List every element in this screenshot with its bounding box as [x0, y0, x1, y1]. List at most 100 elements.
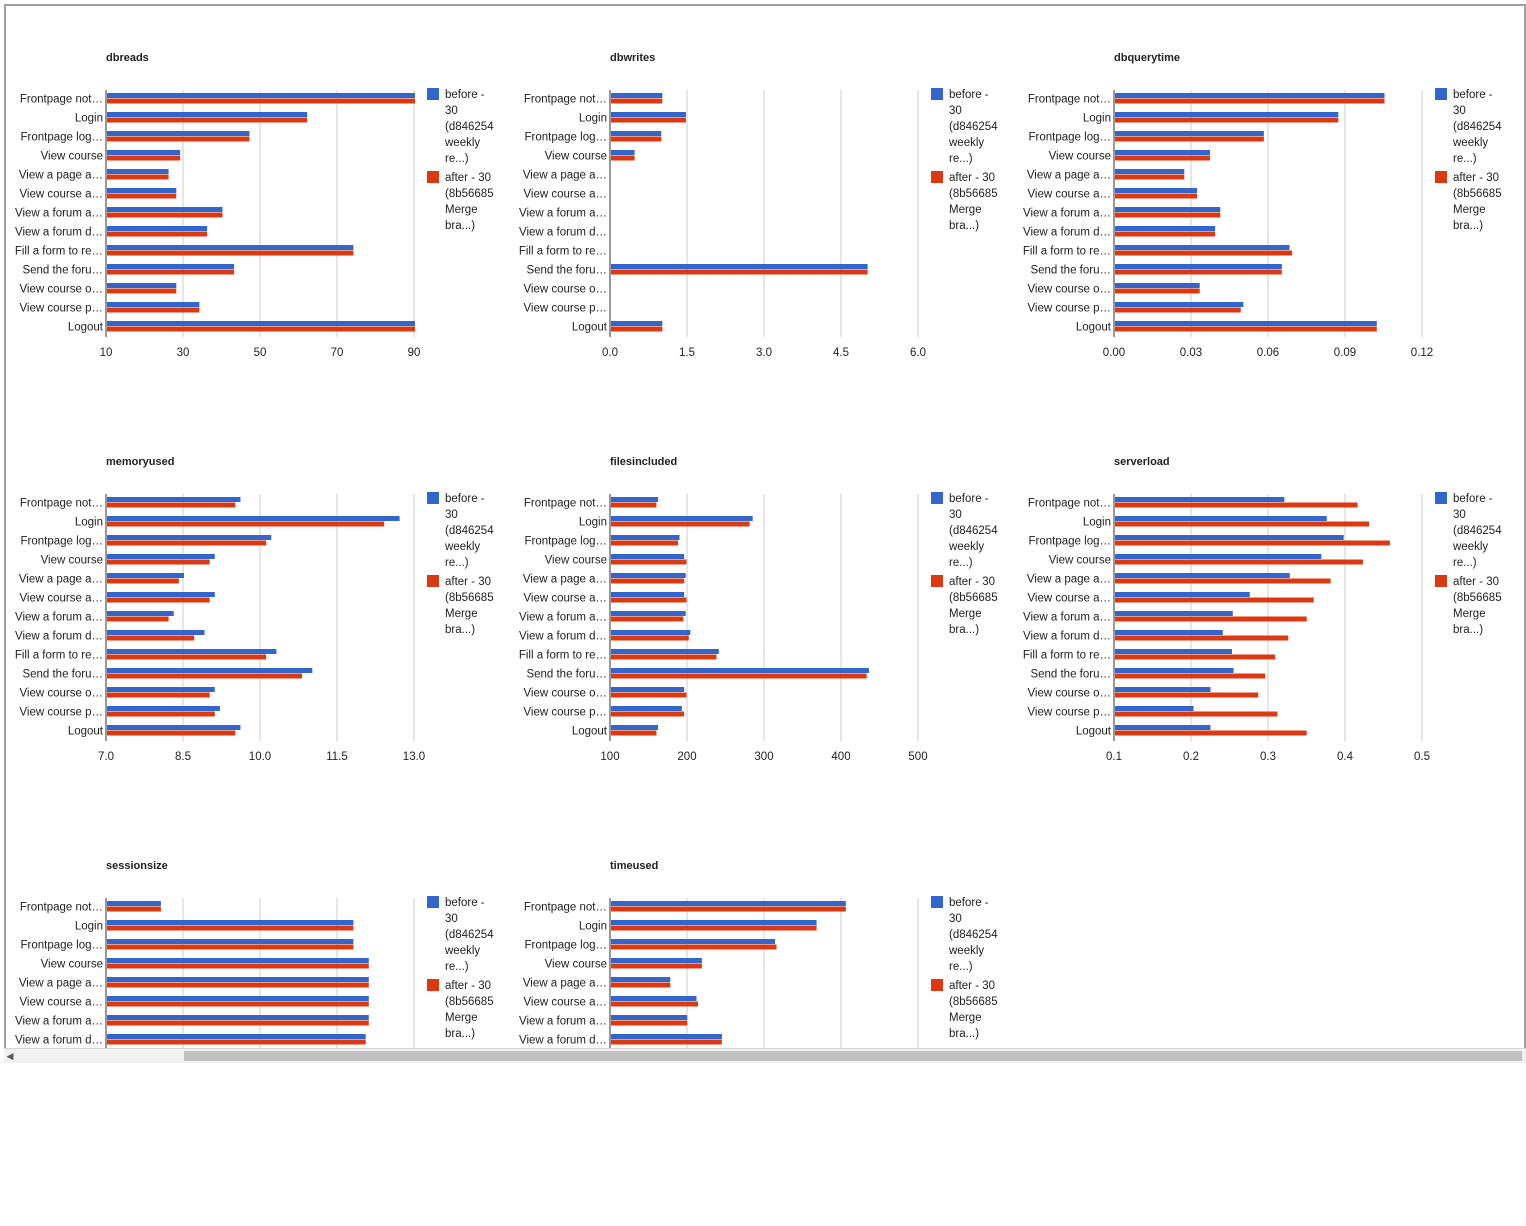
category-label: View course a… — [523, 189, 607, 201]
tick-label: 6.0 — [910, 347, 926, 359]
bar-before — [611, 93, 663, 98]
legend-label-before: re...) — [445, 961, 469, 973]
category-label: Fill a form to re… — [15, 650, 103, 662]
bar-before — [1115, 687, 1211, 692]
tick-label: 0.06 — [1257, 347, 1279, 359]
bar-before — [107, 245, 354, 250]
legend-swatch-before — [427, 88, 439, 100]
bar-after — [611, 925, 817, 931]
legend-swatch-before — [1435, 88, 1447, 100]
bar-after — [107, 326, 415, 332]
category-label: View course p… — [1027, 707, 1111, 719]
bar-after — [611, 117, 686, 123]
category-label: Frontpage log… — [525, 132, 607, 144]
legend-swatch-before — [1435, 492, 1447, 504]
legend-label-before: (d846254 — [949, 525, 998, 537]
category-label: Send the foru… — [22, 265, 103, 277]
legend-label-after: (8b56685 — [1453, 188, 1502, 200]
chart-title: serverload — [1114, 456, 1170, 468]
bar-before — [107, 169, 169, 174]
category-label: View course o… — [1027, 688, 1111, 700]
bar-after — [611, 730, 657, 736]
bar-before — [1115, 706, 1194, 711]
bar-before — [107, 958, 369, 963]
bar-before — [107, 706, 220, 711]
category-label: Send the foru… — [526, 669, 607, 681]
legend-label-before: (d846254 — [445, 929, 494, 941]
bar-after — [1115, 212, 1221, 218]
legend-label-before: weekly — [444, 541, 480, 553]
bar-before — [611, 535, 680, 540]
chart-title: dbwrites — [610, 52, 655, 64]
bar-before — [107, 497, 241, 502]
bar-after — [611, 963, 702, 969]
horizontal-scrollbar[interactable]: ◀ — [4, 1048, 1526, 1063]
legend-label-after: bra...) — [445, 624, 475, 636]
category-label: View course o… — [19, 284, 103, 296]
legend-label-before: before - — [949, 89, 989, 101]
chart-sessionsize: sessionsize Frontpage not… Login Frontpage … — [6, 814, 506, 1050]
legend-label-before: before - — [1453, 493, 1493, 505]
category-label: View a page a… — [523, 170, 607, 182]
scroll-left-arrow-icon[interactable]: ◀ — [6, 1051, 14, 1061]
legend-label-after: (8b56685 — [949, 592, 998, 604]
bar-before — [611, 1015, 688, 1020]
legend-label-after: Merge — [1453, 608, 1486, 620]
chart-svg: dbquerytime Frontpage not… Login Frontpage … — [1023, 52, 1502, 359]
category-label: View a forum a… — [15, 1016, 103, 1028]
bar-after — [1115, 326, 1377, 332]
category-label: View a page a… — [523, 978, 607, 990]
category-label: View a forum d… — [15, 1035, 103, 1047]
legend-label-after: (8b56685 — [949, 188, 998, 200]
category-label: Login — [75, 113, 103, 125]
legend-label-after: Merge — [445, 204, 478, 216]
category-label: View a forum a… — [1023, 208, 1111, 220]
chart-timeused: timeused Frontpage not… Login Frontpage log… — [510, 814, 1010, 1050]
legend-label-before: (d846254 — [1453, 525, 1502, 537]
bar-after — [107, 730, 236, 736]
bar-after — [107, 654, 267, 660]
bar-after — [611, 1001, 699, 1007]
bar-before — [107, 939, 354, 944]
bar-before — [611, 131, 662, 136]
bar-before — [107, 302, 200, 307]
bar-after — [1115, 540, 1390, 546]
chart-title: filesincluded — [610, 456, 677, 468]
legend-label-before: weekly — [1452, 137, 1488, 149]
tick-label: 0.3 — [1260, 751, 1276, 763]
bar-after — [1115, 711, 1278, 717]
category-label: View course a… — [19, 997, 103, 1009]
bar-before — [107, 573, 184, 578]
tick-label: 3.0 — [756, 347, 772, 359]
bar-before — [107, 93, 415, 98]
legend-swatch-after — [1435, 575, 1447, 587]
bar-before — [1115, 630, 1223, 635]
legend-label-after: after - 30 — [949, 172, 995, 184]
tick-label: 0.00 — [1103, 347, 1125, 359]
chart-svg: memoryused Frontpage not… Login Frontpage l… — [15, 456, 494, 763]
legend-label-after: (8b56685 — [949, 996, 998, 1008]
legend-label-before: re...) — [949, 961, 973, 973]
bar-after — [107, 963, 369, 969]
bar-after — [1115, 250, 1293, 256]
bar-after — [611, 502, 657, 508]
category-label: View a page a… — [19, 574, 103, 586]
bar-after — [1115, 155, 1210, 161]
legend-label-after: bra...) — [1453, 624, 1483, 636]
bar-before — [611, 958, 702, 963]
category-label: Logout — [572, 322, 608, 334]
category-label: Fill a form to re… — [519, 650, 607, 662]
bar-before — [107, 725, 241, 730]
legend-label-before: 30 — [949, 509, 962, 521]
bar-after — [107, 212, 223, 218]
bar-before — [1115, 497, 1285, 502]
bar-after — [611, 136, 662, 142]
scrollbar-thumb[interactable] — [184, 1051, 1522, 1061]
legend-label-before: 30 — [445, 913, 458, 925]
tick-label: 4.5 — [833, 347, 849, 359]
category-label: View course p… — [523, 303, 607, 315]
bar-before — [107, 687, 215, 692]
category-label: View a forum d… — [1023, 227, 1111, 239]
bar-after — [107, 616, 169, 622]
legend-label-before: 30 — [1453, 105, 1466, 117]
